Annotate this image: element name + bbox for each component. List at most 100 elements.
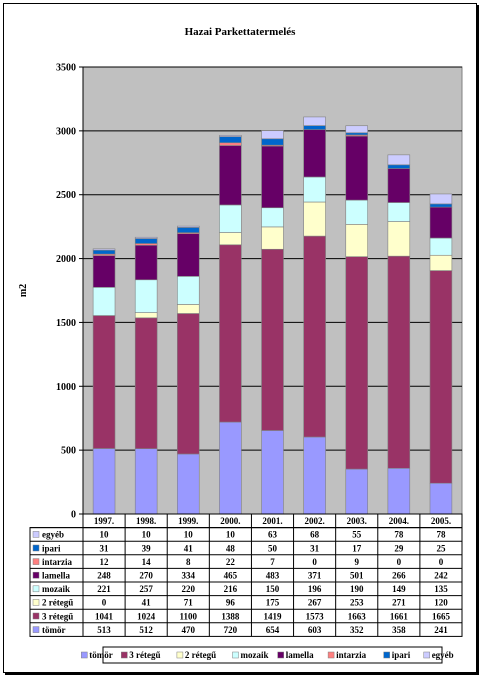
- bar-segment: [134, 238, 158, 244]
- y-axis-label: m2: [18, 284, 29, 297]
- data-label: 267: [308, 598, 322, 608]
- data-label: 603: [308, 625, 322, 635]
- data-label: 150: [266, 584, 280, 594]
- x-tick-label: 2002.: [304, 516, 324, 526]
- bar-segment: [345, 256, 368, 470]
- data-label: 196: [308, 584, 322, 594]
- table-legend-swatch: [32, 571, 40, 579]
- legend-swatch: [423, 651, 430, 659]
- y-tick-label: 1500: [56, 318, 76, 329]
- table-series-label: ipari: [42, 543, 61, 553]
- data-label: 41: [142, 598, 152, 608]
- table-legend-swatch: [32, 626, 40, 633]
- bar-segment: [387, 255, 411, 469]
- bar-segment: [219, 136, 242, 144]
- data-label: 220: [182, 584, 196, 594]
- legend-entry: lamella: [286, 650, 314, 660]
- data-label: 78: [436, 530, 446, 540]
- y-tick-label: 0: [71, 510, 76, 521]
- data-label: 55: [352, 530, 362, 540]
- table-legend-swatch: [32, 531, 40, 538]
- data-label: 48: [226, 543, 236, 553]
- bar-segment: [345, 132, 368, 136]
- legend-entry: egyéb: [432, 650, 454, 660]
- data-label: 31: [310, 543, 320, 553]
- bar-segment: [92, 255, 116, 288]
- bar-segment: [134, 236, 158, 239]
- data-label: 1419: [264, 611, 283, 621]
- data-label: 22: [226, 557, 236, 567]
- data-label: 149: [392, 584, 406, 594]
- bar-segment: [345, 135, 368, 201]
- table-series-label: egyéb: [42, 530, 64, 540]
- data-label: 1388: [221, 611, 240, 621]
- data-label: 50: [268, 543, 278, 553]
- y-tick-label: 500: [61, 446, 76, 457]
- bar-segment: [219, 232, 242, 246]
- bar-segment: [92, 448, 116, 515]
- table-series-label: intarzia: [42, 557, 72, 567]
- data-label: 720: [224, 625, 238, 635]
- table-legend-swatch: [32, 544, 40, 552]
- bar-segment: [92, 315, 116, 449]
- data-label: 1100: [180, 611, 198, 621]
- data-label: 0: [102, 598, 107, 608]
- table-series-label: 3 rétegű: [42, 611, 73, 621]
- bar-segment: [303, 436, 326, 515]
- legend-entry: intarzia: [336, 650, 366, 660]
- bar-segment: [219, 142, 242, 146]
- bar-segment: [429, 270, 453, 484]
- data-label: 513: [97, 625, 111, 635]
- data-label: 334: [182, 571, 196, 581]
- y-tick-label: 2500: [56, 190, 76, 201]
- bar-segment: [303, 129, 326, 178]
- bar-segment: [134, 448, 158, 515]
- bar-segment: [219, 135, 242, 137]
- x-tick-label: 2001.: [262, 516, 282, 526]
- data-label: 175: [266, 598, 280, 608]
- y-tick-label: 1000: [56, 382, 76, 393]
- x-tick-label: 2005.: [431, 516, 451, 526]
- legend-swatch: [277, 651, 284, 659]
- data-label: 257: [139, 584, 153, 594]
- bar-segment: [387, 164, 411, 169]
- bar-segment: [219, 244, 242, 423]
- bar-segment: [429, 203, 453, 208]
- data-label: 266: [392, 571, 406, 581]
- x-tick-label: 2004.: [389, 516, 409, 526]
- data-label: 241: [434, 625, 448, 635]
- bar-segment: [177, 304, 200, 314]
- data-label: 10: [184, 530, 194, 540]
- legend-entry: mozaik: [241, 650, 269, 660]
- data-label: 216: [224, 584, 238, 594]
- bar-segment: [177, 453, 200, 515]
- bar-segment: [92, 249, 116, 255]
- legend-entry: ipari: [392, 650, 411, 660]
- table-legend-swatch: [32, 599, 40, 606]
- data-label: 358: [392, 625, 406, 635]
- bar-segment: [134, 312, 158, 319]
- data-label: 78: [394, 530, 404, 540]
- data-label: 1024: [137, 611, 156, 621]
- bar-segment: [387, 168, 411, 203]
- data-label: 465: [224, 571, 238, 581]
- data-label: 1663: [348, 611, 367, 621]
- bar-segment: [429, 482, 453, 515]
- table-series-label: 2 rétegű: [42, 598, 73, 608]
- bar-segment: [387, 221, 411, 257]
- data-label: 242: [434, 571, 448, 581]
- x-tick-label: 2000.: [220, 516, 240, 526]
- data-label: 135: [434, 584, 448, 594]
- legend-entry: 2 rétegű: [185, 650, 216, 660]
- bar-segment: [261, 430, 284, 515]
- data-label: 654: [266, 625, 280, 635]
- data-label: 0: [397, 557, 402, 567]
- x-tick-label: 2003.: [347, 516, 367, 526]
- data-label: 190: [350, 584, 364, 594]
- bar-segment: [134, 244, 158, 281]
- data-label: 501: [350, 571, 364, 581]
- data-label: 1573: [306, 611, 325, 621]
- data-label: 39: [142, 543, 152, 553]
- bar-segment: [303, 125, 326, 130]
